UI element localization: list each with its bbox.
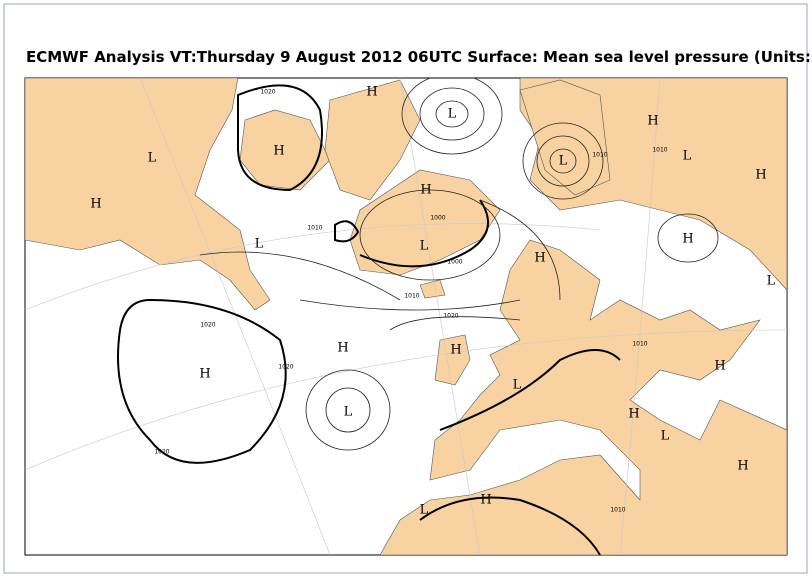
- pressure-center: L: [420, 239, 429, 254]
- pressure-center: L: [683, 149, 692, 164]
- pressure-center: L: [661, 429, 670, 444]
- isobar-label: 1010: [404, 293, 419, 300]
- map-area: [24, 77, 788, 556]
- pressure-center: H: [420, 183, 431, 198]
- map-title: ECMWF Analysis VT:Thursday 9 August 2012…: [26, 48, 812, 66]
- pressure-center: H: [737, 459, 748, 474]
- isobar-label: 1010: [652, 147, 667, 154]
- isobar-label: 1010: [610, 507, 625, 514]
- isobar-label: 1000: [430, 215, 445, 222]
- isobar-label: 1010: [632, 341, 647, 348]
- pressure-center: H: [90, 197, 101, 212]
- isobar-label: 1020: [200, 322, 215, 329]
- isobar-label: 1020: [260, 89, 275, 96]
- pressure-center: H: [273, 144, 284, 159]
- pressure-center: L: [559, 154, 568, 169]
- pressure-center: H: [714, 359, 725, 374]
- pressure-center: L: [344, 405, 353, 420]
- pressure-center: H: [450, 343, 461, 358]
- pressure-center: H: [628, 407, 639, 422]
- pressure-center: H: [480, 493, 491, 508]
- isobar-label: 1020: [154, 449, 169, 456]
- pressure-center: H: [647, 114, 658, 129]
- pressure-center: H: [534, 251, 545, 266]
- pressure-center: L: [420, 503, 429, 518]
- pressure-center: L: [767, 274, 776, 289]
- isobar-label: 1000: [447, 259, 462, 266]
- pressure-center: H: [337, 341, 348, 356]
- pressure-center: L: [148, 151, 157, 166]
- pressure-center: H: [199, 367, 210, 382]
- pressure-center: L: [255, 237, 264, 252]
- pressure-center: L: [448, 107, 457, 122]
- pressure-center: H: [682, 232, 693, 247]
- pressure-center: H: [755, 168, 766, 183]
- isobar-label: 1010: [307, 225, 322, 232]
- isobar-label: 1010: [592, 152, 607, 159]
- isobar-label: 1020: [443, 313, 458, 320]
- isobar-label: 1020: [278, 364, 293, 371]
- pressure-center: L: [513, 378, 522, 393]
- pressure-center: H: [366, 85, 377, 100]
